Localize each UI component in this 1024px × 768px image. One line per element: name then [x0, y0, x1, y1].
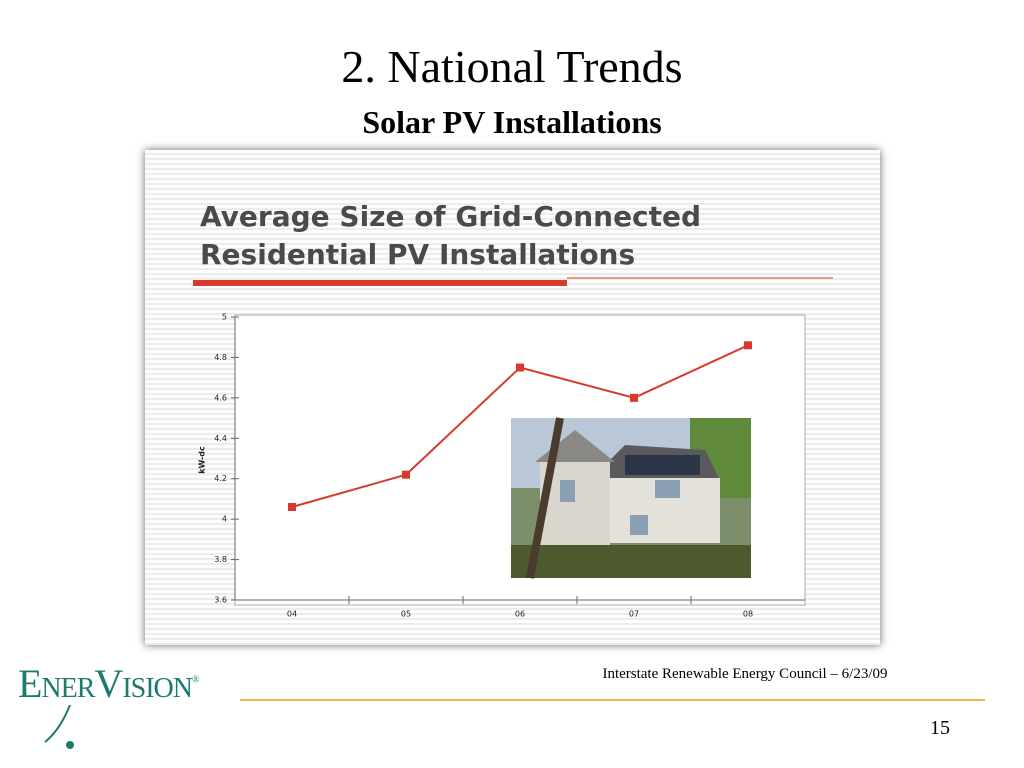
x-tick-label: 04: [287, 610, 297, 619]
x-tick-label: 05: [401, 610, 411, 619]
point-marker: [744, 341, 752, 350]
point-marker: [288, 503, 296, 512]
y-tick-label: 4.2: [214, 474, 227, 483]
slide-subtitle: Solar PV Installations: [362, 104, 662, 140]
y-tick-label: 4.8: [214, 353, 227, 362]
x-tick-label: 08: [743, 610, 753, 619]
point-marker: [516, 363, 524, 372]
y-tick-label: 5: [222, 313, 227, 322]
x-tick-label: 06: [515, 610, 525, 619]
y-tick-label: 3.6: [214, 596, 227, 605]
y-tick-label: 3.8: [214, 555, 227, 564]
point-marker: [402, 470, 410, 479]
x-tick-label: 07: [629, 610, 639, 619]
y-tick-label: 4: [222, 515, 227, 524]
page-number: 15: [930, 717, 950, 739]
house-photo: [511, 417, 751, 579]
point-marker: [630, 393, 638, 402]
logo-mark: ®: [191, 674, 200, 686]
footer: Interstate Renewable Energy Council – 6/…: [602, 666, 888, 682]
chart-title: Average Size of Grid-Connected Residenti…: [200, 200, 702, 271]
y-axis-label: kW-dc: [198, 446, 207, 474]
logo-text: EnerVision: [18, 661, 193, 706]
y-tick-label: 4.4: [214, 434, 227, 443]
y-tick-label: 4.6: [214, 393, 227, 402]
logo: EnerVision®: [18, 660, 200, 707]
slide-title: 2. National Trends: [341, 41, 683, 92]
title-underline: [193, 280, 567, 286]
